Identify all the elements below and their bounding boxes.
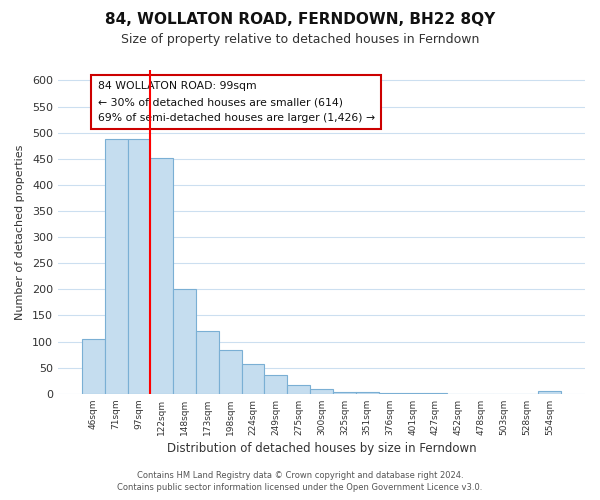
Bar — [196, 330, 219, 394]
Bar — [287, 386, 310, 394]
Bar — [173, 289, 196, 394]
Bar — [219, 350, 242, 394]
Text: 84 WOLLATON ROAD: 99sqm
← 30% of detached houses are smaller (614)
69% of semi-d: 84 WOLLATON ROAD: 99sqm ← 30% of detache… — [98, 82, 375, 122]
Bar — [310, 389, 333, 394]
Text: Contains HM Land Registry data © Crown copyright and database right 2024.
Contai: Contains HM Land Registry data © Crown c… — [118, 471, 482, 492]
Bar — [105, 140, 128, 394]
Bar — [151, 158, 173, 394]
Text: Size of property relative to detached houses in Ferndown: Size of property relative to detached ho… — [121, 32, 479, 46]
Y-axis label: Number of detached properties: Number of detached properties — [15, 144, 25, 320]
Bar — [128, 140, 151, 394]
Bar — [242, 364, 265, 394]
Bar — [265, 375, 287, 394]
X-axis label: Distribution of detached houses by size in Ferndown: Distribution of detached houses by size … — [167, 442, 476, 455]
Bar — [333, 392, 356, 394]
Bar — [379, 393, 401, 394]
Bar — [356, 392, 379, 394]
Bar — [538, 391, 561, 394]
Text: 84, WOLLATON ROAD, FERNDOWN, BH22 8QY: 84, WOLLATON ROAD, FERNDOWN, BH22 8QY — [105, 12, 495, 28]
Bar — [82, 339, 105, 394]
